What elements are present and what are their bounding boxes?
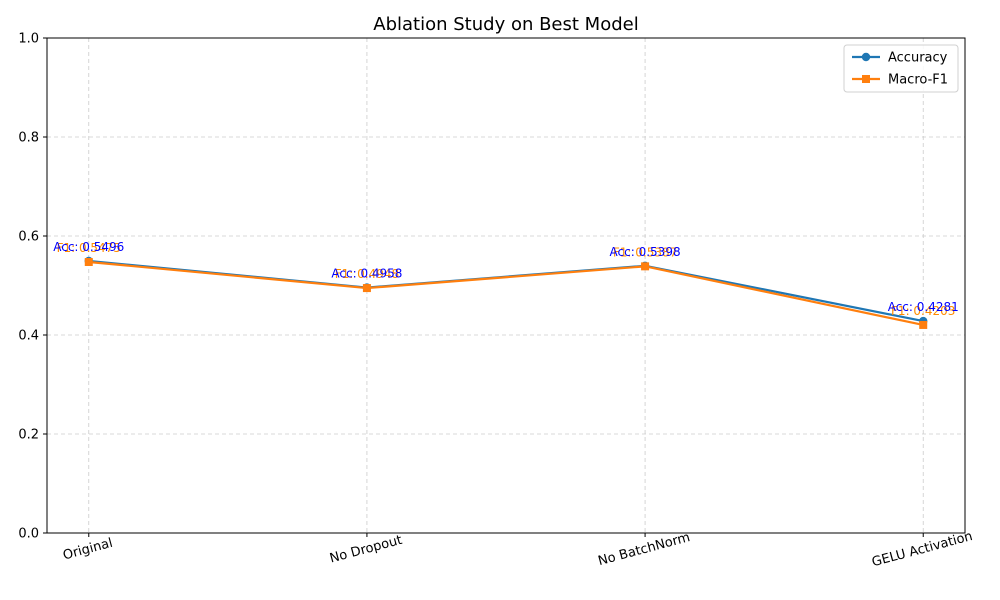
- accuracy-data-label: Acc: 0.5496: [53, 240, 124, 254]
- x-tick-label: No BatchNorm: [597, 530, 692, 569]
- macro-f1-marker: [641, 262, 650, 271]
- f1-data-label: F1: 0.4203: [891, 304, 955, 318]
- y-tick-label: 0.0: [18, 527, 39, 542]
- y-tick-label: 0.4: [18, 329, 39, 344]
- grid-layer: [47, 37, 965, 534]
- legend: Accuracy Macro-F1: [843, 44, 959, 93]
- x-tick-label: No Dropout: [328, 533, 404, 567]
- series-line-macro-f1: [88, 260, 924, 327]
- y-tick-label: 0.2: [18, 428, 39, 443]
- f1-data-label: F1: 0.5387: [613, 245, 677, 259]
- x-tick-label: Original: [61, 536, 114, 564]
- macro-f1-marker: [362, 284, 371, 293]
- accuracy-data-label: Acc: 0.4281: [888, 300, 959, 314]
- y-tick-label: 0.8: [18, 131, 39, 146]
- accuracy-data-label: Acc: 0.5398: [610, 245, 681, 259]
- accuracy-data-label: Acc: 0.4958: [331, 267, 402, 281]
- legend-square-marker: [862, 75, 870, 83]
- macro-f1-marker: [919, 320, 928, 329]
- series-layer: [84, 256, 928, 329]
- x-tick-label: GELU Activation: [870, 529, 974, 570]
- legend-label: Macro-F1: [888, 73, 948, 88]
- macro-f1-marker: [84, 257, 93, 266]
- legend-circle-marker: [861, 52, 871, 62]
- data-label-layer: F1: 0.5475 F1: 0.4948 F1: 0.5387 F1: 0.4203…: [53, 240, 959, 318]
- y-tick-label: 1.0: [18, 32, 39, 47]
- axis-layer: 0.0 0.2 0.4 0.6 0.8 1.0 Original No Dropout No B…: [18, 32, 974, 571]
- y-tick-label: 0.6: [18, 230, 39, 245]
- legend-label: Accuracy: [888, 51, 948, 66]
- series-line-accuracy: [88, 259, 924, 323]
- chart-title: Ablation Study on Best Model: [373, 14, 638, 35]
- plot-frame: [46, 37, 966, 534]
- f1-data-label: F1: 0.4948: [335, 267, 399, 281]
- f1-data-label: F1: 0.5475: [57, 241, 121, 255]
